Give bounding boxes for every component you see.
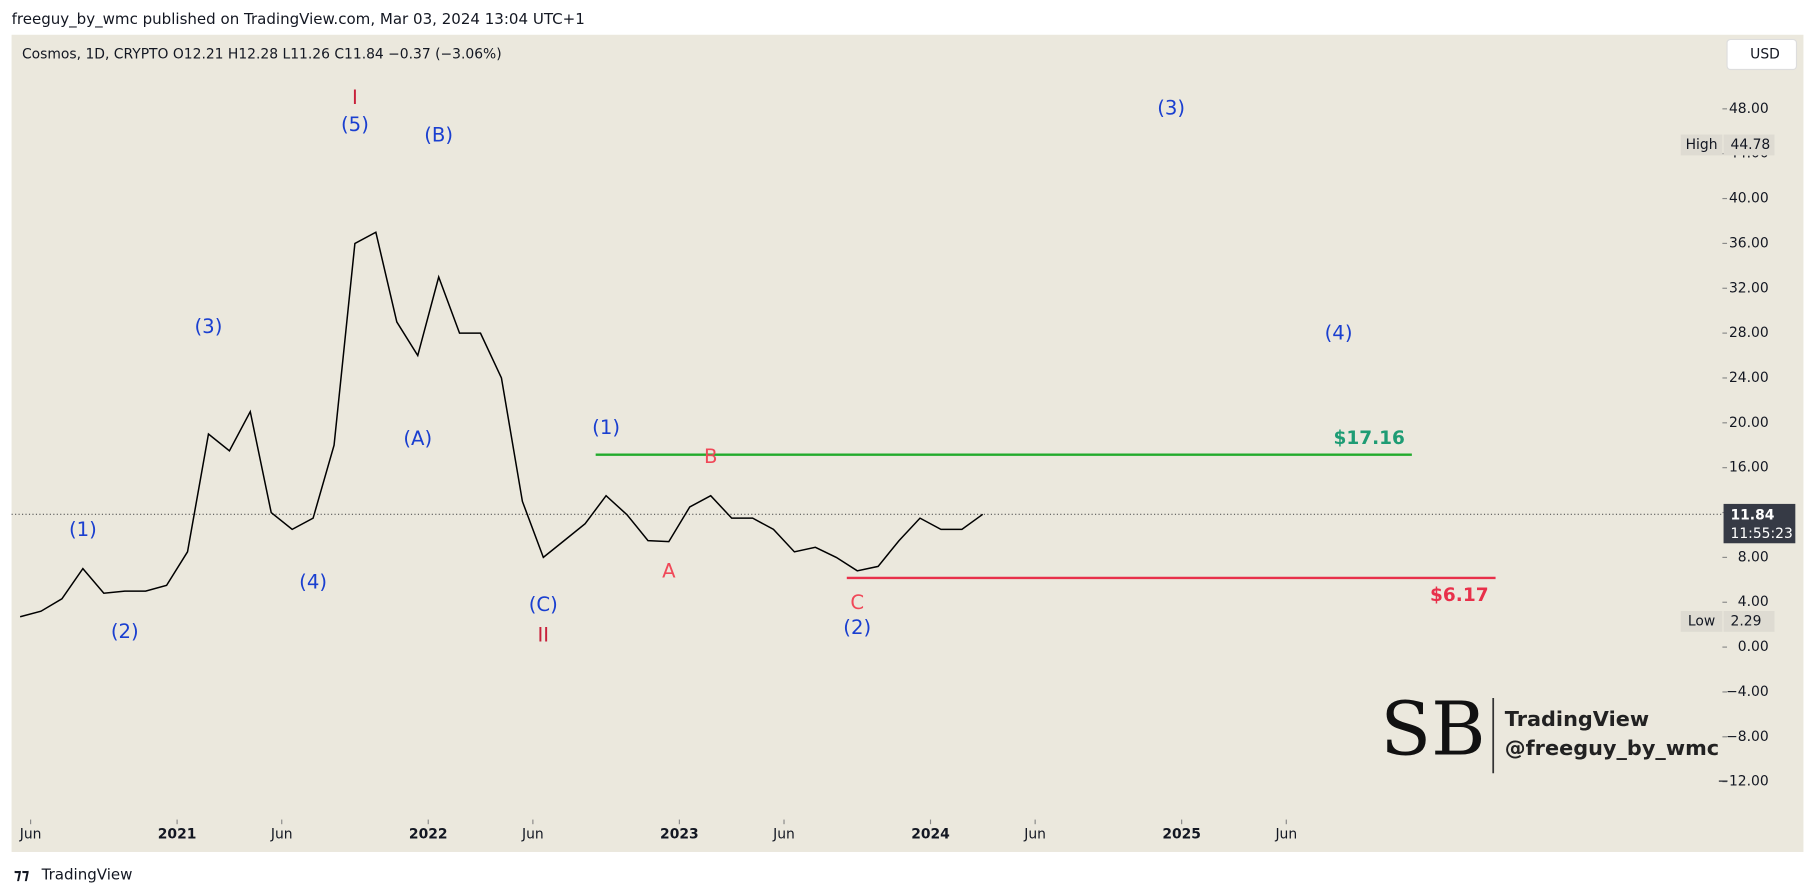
x-tick-label: Jun — [19, 827, 42, 843]
level-label: $6.17 — [1430, 585, 1489, 606]
wave-label: (1) — [69, 518, 97, 541]
x-tick-label: Jun — [521, 827, 544, 843]
wave-label: (4) — [299, 571, 327, 594]
wave-label: (1) — [592, 416, 620, 439]
low-value: 2.29 — [1731, 613, 1762, 629]
symbol-legend: Cosmos, 1D, CRYPTO O12.21 H12.28 L11.26 … — [22, 46, 502, 62]
y-tick-label: 20.00 — [1729, 415, 1769, 431]
last-price-value: 11.84 — [1731, 507, 1775, 523]
wave-label: (2) — [111, 620, 139, 643]
wave-label: (3) — [195, 315, 223, 338]
wave-label: (4) — [1325, 322, 1353, 345]
y-tick-label: 48.00 — [1729, 101, 1769, 117]
wave-label: B — [704, 445, 717, 468]
low-badge-bg — [1680, 610, 1723, 632]
wave-label: II — [537, 623, 549, 646]
footer-logo: ⁊⁊ — [14, 866, 29, 884]
last-price-badge — [1723, 503, 1796, 544]
high-badge-name: High — [1686, 137, 1718, 153]
wave-label: (B) — [424, 123, 453, 146]
watermark-line2: @freeguy_by_wmc — [1505, 736, 1719, 760]
wave-label: C — [850, 591, 864, 614]
x-tick-label: Jun — [270, 827, 293, 843]
y-tick-label: 28.00 — [1729, 325, 1769, 341]
high-value-bg — [1723, 134, 1775, 156]
x-tick-label: Jun — [772, 827, 795, 843]
y-tick-label: 4.00 — [1738, 594, 1769, 610]
y-tick-label: 24.00 — [1729, 370, 1769, 386]
x-tick-label: Jun — [1274, 827, 1297, 843]
wave-label: (A) — [403, 427, 432, 450]
marks: 48.0044.0040.0036.0032.0028.0024.0020.00… — [11, 86, 1796, 843]
countdown: 11:55:23 — [1731, 526, 1793, 542]
wave-label: (C) — [529, 593, 558, 616]
footer-brand: TradingView — [41, 866, 133, 884]
level-label: $17.16 — [1333, 428, 1404, 449]
x-tick-label: Jun — [1023, 827, 1046, 843]
y-tick-label: 8.00 — [1738, 549, 1769, 565]
y-tick-label: 36.00 — [1729, 235, 1769, 251]
price-line — [19, 231, 984, 618]
low-value-bg — [1723, 610, 1775, 632]
y-tick-label: 16.00 — [1729, 460, 1769, 476]
currency-label: USD — [1750, 46, 1780, 62]
high-badge-bg — [1680, 134, 1723, 156]
wave-label: (5) — [341, 113, 369, 136]
low-badge-name: Low — [1688, 613, 1715, 629]
wave-label: I — [352, 86, 358, 109]
y-tick-label: −12.00 — [1717, 774, 1768, 790]
watermark-line1: TradingView — [1505, 707, 1649, 731]
wave-label: (3) — [1157, 96, 1185, 119]
currency-button[interactable] — [1726, 38, 1798, 71]
high-value: 44.78 — [1731, 137, 1771, 153]
wave-label: A — [662, 559, 676, 582]
chart-pane — [11, 34, 1804, 852]
x-tick-label: 2022 — [409, 827, 448, 843]
watermark-logo: SB — [1380, 687, 1485, 773]
x-tick-label: 2024 — [911, 827, 950, 843]
y-tick-label: −4.00 — [1726, 684, 1769, 700]
y-tick-label: 40.00 — [1729, 191, 1769, 207]
published-line: freeguy_by_wmc published on TradingView.… — [12, 10, 585, 29]
wave-label: (2) — [843, 616, 871, 639]
x-tick-label: 2025 — [1162, 827, 1201, 843]
y-tick-label: 0.00 — [1738, 639, 1769, 655]
y-tick-label: 32.00 — [1729, 280, 1769, 296]
x-tick-label: 2021 — [158, 827, 197, 843]
x-tick-label: 2023 — [660, 827, 699, 843]
y-tick-label: −8.00 — [1726, 729, 1769, 745]
